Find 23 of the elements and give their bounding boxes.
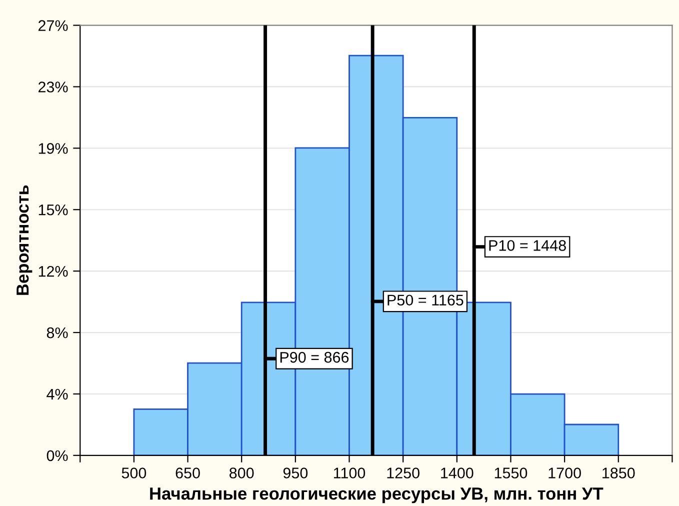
x-tick-label: 1700 [548,468,581,478]
ref-line-label: P10 = 1448 [489,240,566,251]
x-tick-label: 500 [122,468,146,478]
x-tick-label: 1400 [441,468,474,478]
x-axis-title: Начальные геологические ресурсы УВ, млн. тонн УТ [150,488,604,504]
y-tick-label: 15% [38,204,68,216]
y-tick-label: 8% [46,327,68,338]
x-tick-label: 1850 [602,468,635,478]
x-tick-label: 800 [230,468,254,478]
x-tick-label: 1100 [334,468,366,478]
y-tick-label: 12% [38,266,68,277]
x-tick-label: 950 [283,468,308,478]
ref-line-label: P90 = 866 [280,352,349,363]
y-tick-label: 27% [38,20,68,31]
x-tick-label: 1250 [387,468,420,478]
y-tick-label: 4% [46,388,68,400]
y-tick-label: 0% [46,450,68,462]
ref-line-label: P50 = 1165 [388,294,464,306]
y-axis-title: Вероятность [16,185,32,295]
y-tick-label: 19% [38,143,68,154]
y-tick-label: 23% [38,82,68,92]
x-tick-label: 650 [176,468,200,478]
x-tick-label: 1550 [494,468,528,478]
